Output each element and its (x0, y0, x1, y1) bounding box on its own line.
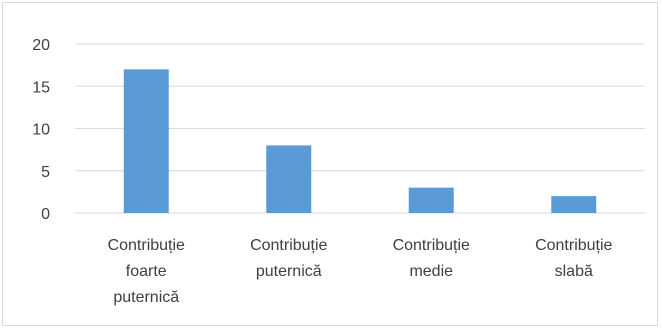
x-category-label-1: Contribuție foarte puternică (108, 237, 185, 306)
y-tick-label-0: 0 (41, 206, 50, 223)
chart-frame (2, 2, 658, 326)
x-category-label-line: Contribuție (393, 237, 470, 254)
y-tick-label-5: 5 (41, 164, 50, 181)
y-tick-label-15: 15 (32, 79, 50, 96)
y-tick-label-10: 10 (32, 122, 50, 139)
x-category-label-2: Contribuție puternică (250, 237, 327, 280)
x-category-label-line: slabă (555, 263, 593, 280)
bar-2 (266, 145, 312, 213)
x-category-label-3: Contribuție medie (393, 237, 470, 280)
x-category-label-4: Contribuție slabă (535, 237, 612, 280)
x-category-label-line: foarte (126, 263, 167, 280)
x-category-label-line: puternică (113, 289, 179, 306)
y-tick-label-20: 20 (32, 37, 50, 54)
bar-3 (408, 187, 454, 213)
x-category-label-line: Contribuție (535, 237, 612, 254)
x-axis-labels: Contribuție foarte puternică Contribuție put… (108, 237, 613, 306)
bar-1 (123, 69, 169, 213)
y-axis-ticks: 0 5 10 15 20 (32, 37, 50, 223)
x-category-label-line: Contribuție (108, 237, 185, 254)
bar-4 (551, 196, 597, 213)
x-category-label-line: medie (409, 263, 453, 280)
bars (123, 69, 597, 213)
grid-lines (75, 43, 645, 214)
x-category-label-line: Contribuție (250, 237, 327, 254)
x-category-label-line: puternică (256, 263, 322, 280)
